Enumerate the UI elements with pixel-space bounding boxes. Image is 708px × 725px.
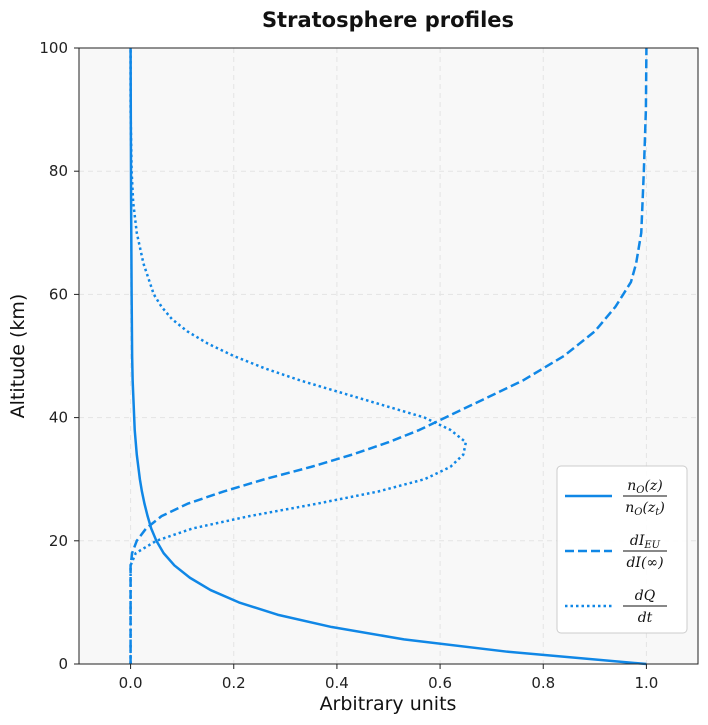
series-line-solid — [129, 47, 647, 666]
y-axis-ticks: 0 20 40 60 80 100 — [39, 39, 79, 673]
x-tick-label: 0.2 — [222, 674, 246, 692]
y-tick-label: 20 — [49, 532, 68, 550]
x-tick-label: 1.0 — [634, 674, 658, 692]
legend-denominator: nO(zt) — [625, 500, 665, 518]
x-axis-label: Arbitrary units — [320, 693, 457, 715]
series-line-dashed — [129, 47, 648, 664]
legend-numerator: dQ — [635, 588, 656, 604]
x-axis-ticks: 0.0 0.2 0.4 0.6 0.8 1.0 — [119, 664, 658, 692]
y-tick-label: 60 — [49, 285, 68, 303]
x-tick-label: 0.4 — [325, 674, 349, 692]
series-layer — [129, 47, 648, 666]
y-tick-label: 80 — [49, 162, 68, 180]
legend-entry: nO(z) nO(zt) — [623, 478, 667, 518]
y-axis-label: Altitude (km) — [7, 294, 29, 419]
legend-box — [556, 465, 688, 634]
legend-entry: dQ dt — [623, 588, 667, 626]
y-tick-label: 40 — [49, 409, 68, 427]
chart-title: Stratosphere profiles — [262, 8, 514, 32]
legend-entry: dIEU dI(∞) — [623, 533, 667, 571]
legend-denominator: dI(∞) — [626, 555, 663, 571]
legend: nO(z) nO(zt) dIEU dI(∞) dQ dt — [556, 465, 688, 634]
grid — [79, 47, 698, 665]
y-tick-label: 0 — [58, 655, 68, 673]
x-tick-label: 0.0 — [119, 674, 143, 692]
plot-frame — [78, 47, 699, 665]
series-line-dotted — [129, 48, 468, 664]
legend-numerator: dIEU — [630, 533, 661, 551]
legend-numerator: nO(z) — [627, 478, 663, 496]
x-tick-label: 0.6 — [428, 674, 452, 692]
legend-denominator: dt — [638, 610, 653, 626]
x-tick-label: 0.8 — [531, 674, 555, 692]
y-tick-label: 100 — [39, 39, 68, 57]
